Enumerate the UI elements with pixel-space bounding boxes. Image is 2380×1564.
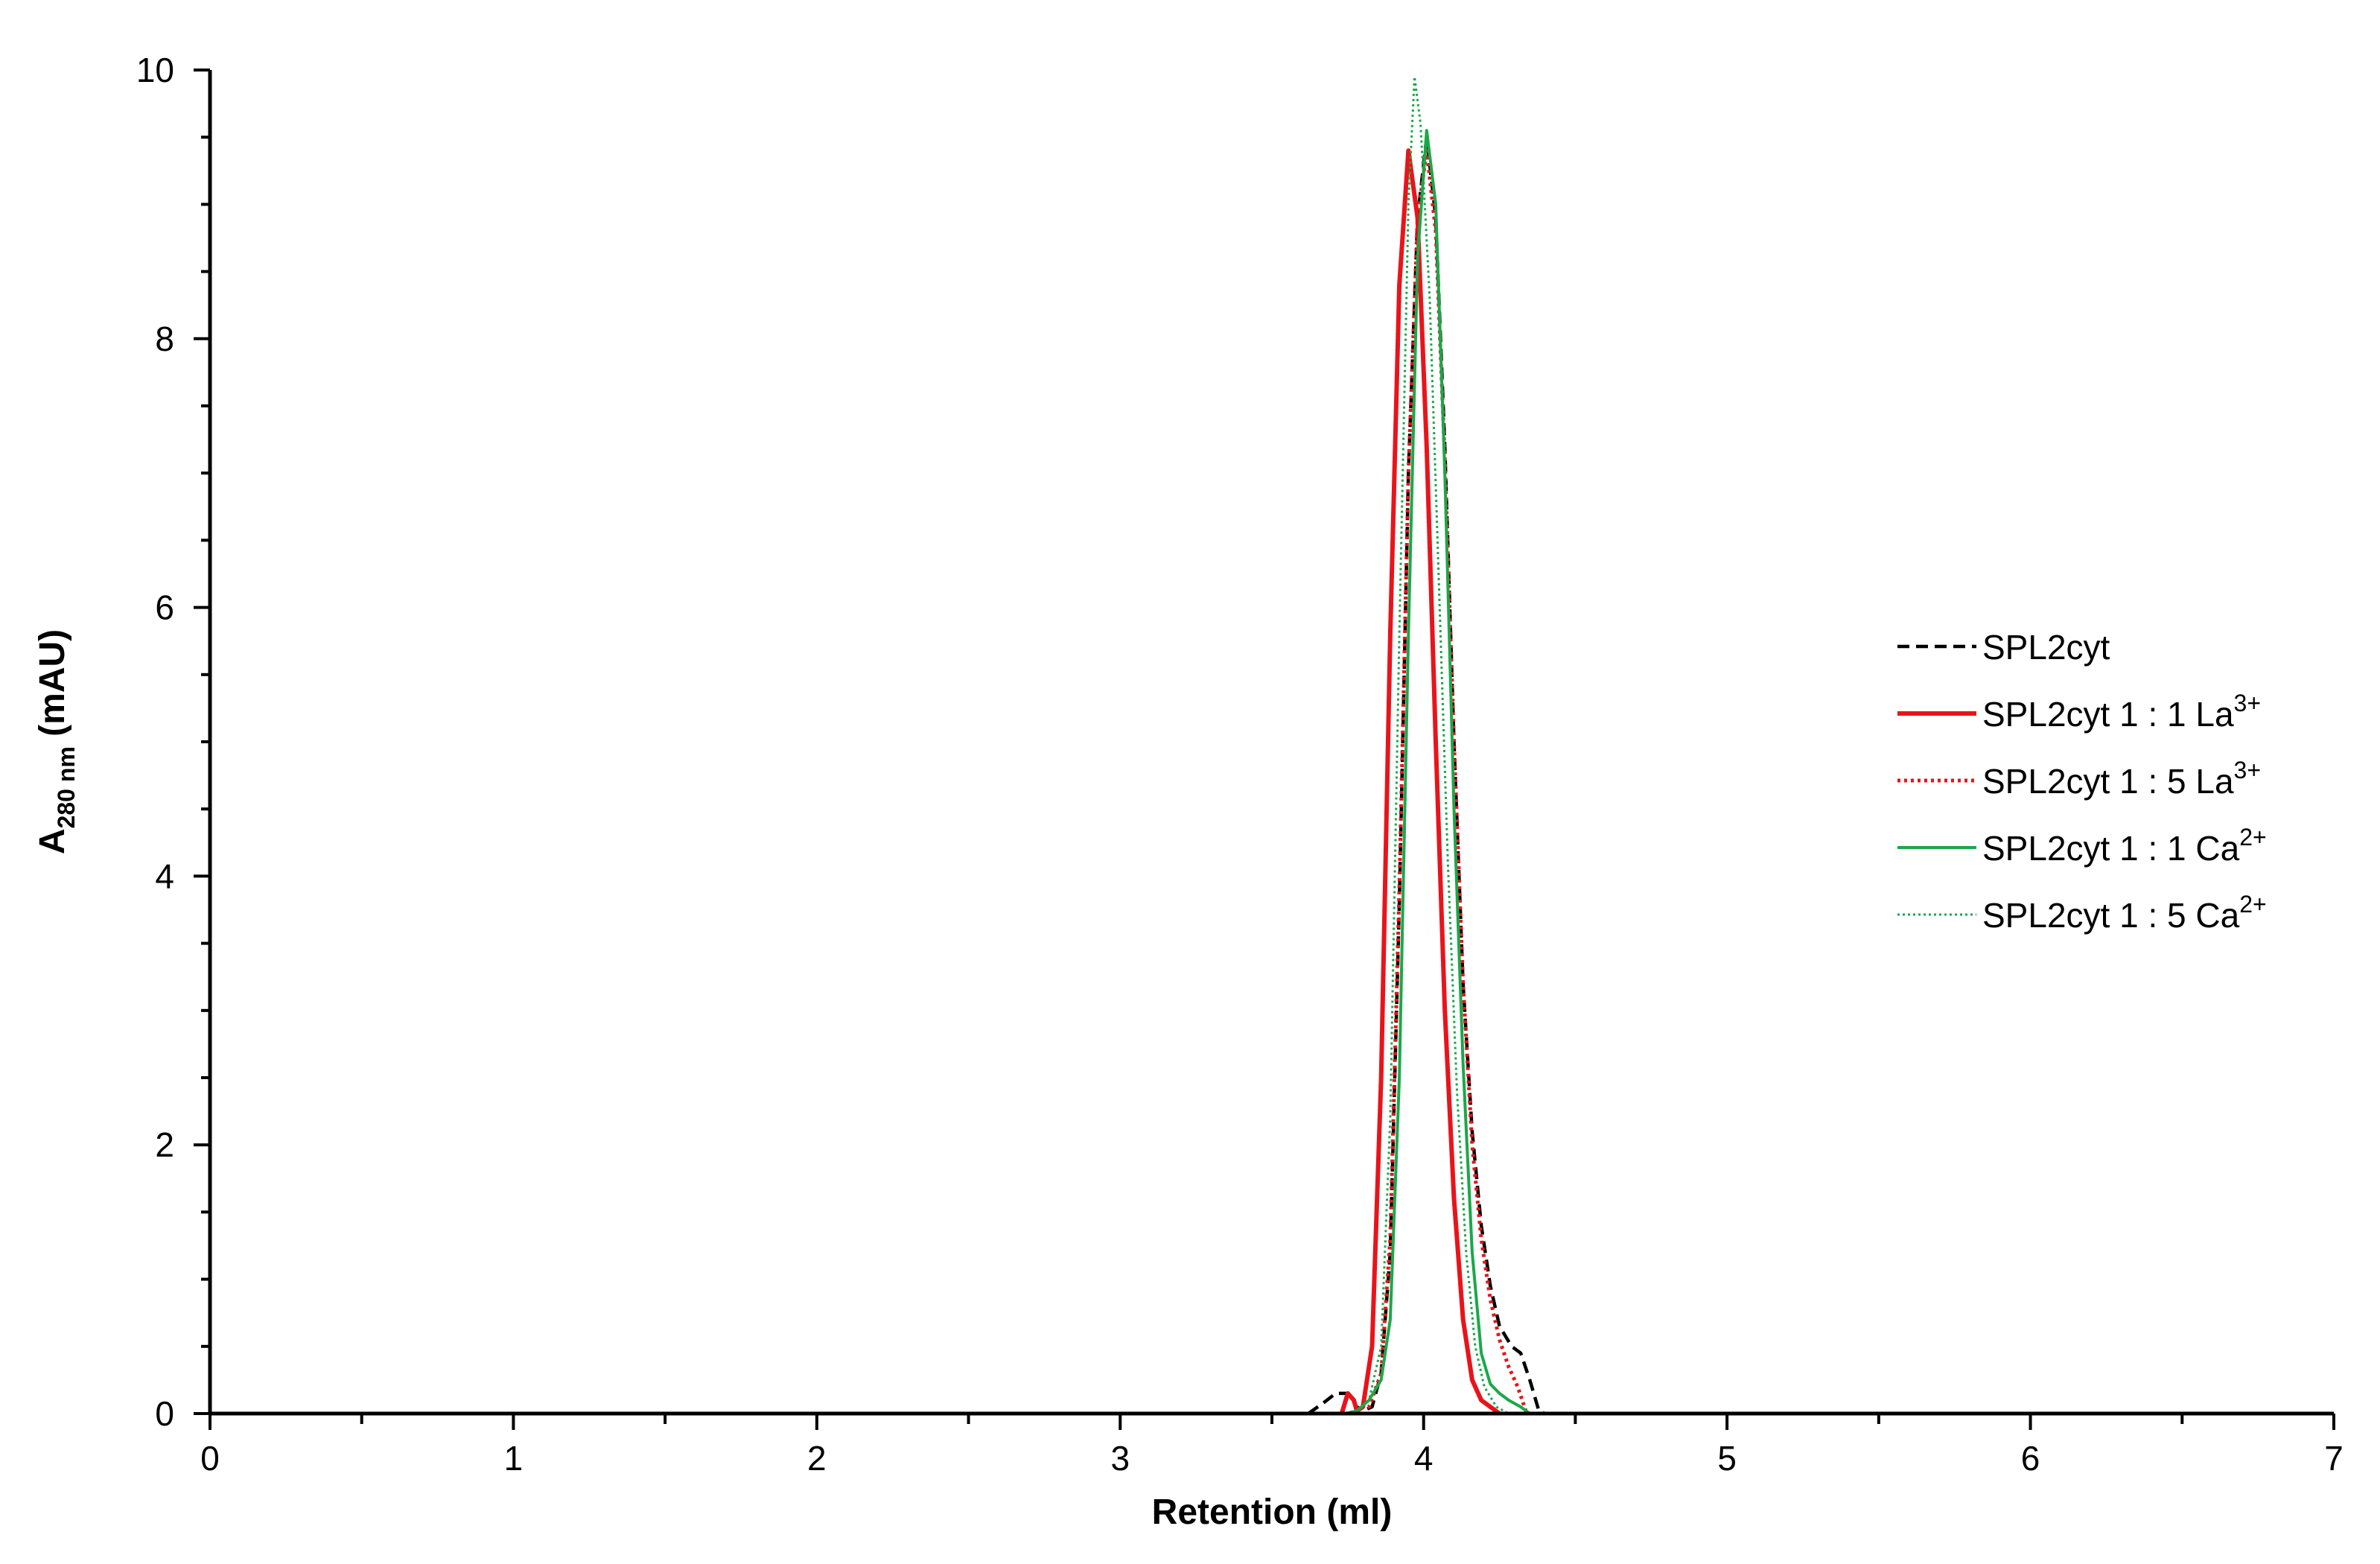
legend-label-2: SPL2cyt 1 : 1 La3+ [1982,690,2261,734]
y-tick-label: 4 [155,856,174,895]
x-tick-label: 4 [1414,1439,1434,1478]
series-line-2 [1339,148,1501,1416]
series-line-1 [1307,135,1546,1416]
legend-label-text: SPL2cyt 1 : 1 Ca [1982,829,2240,868]
y-tick-label: 6 [155,588,174,627]
legend-label-text: SPL2cyt 1 : 1 La [1982,695,2234,734]
y-tick-label: 10 [136,51,174,89]
y-tick-label: 8 [155,320,174,358]
legend-label-text: SPL2cyt 1 : 5 Ca [1982,896,2240,935]
x-tick-label: 3 [1110,1439,1130,1478]
legend-label-superscript: 2+ [2239,824,2266,851]
y-axis-title-main: A [33,828,72,854]
legend-label-superscript: 2+ [2239,891,2266,918]
legend-label-superscript: 3+ [2234,690,2261,716]
x-axis-title: Retention (ml) [1152,1493,1393,1532]
y-tick-label: 0 [155,1394,174,1433]
legend-label-5: SPL2cyt 1 : 5 Ca2+ [1982,891,2267,935]
legend-label-1: SPL2cyt [1982,628,2110,667]
y-axis-title-subscript: 280 nm [53,746,80,828]
legend-label-superscript: 3+ [2234,757,2261,783]
legend-label-text: SPL2cyt [1982,628,2110,667]
x-tick-label: 0 [200,1439,220,1478]
y-tick-label: 2 [155,1125,174,1164]
x-tick-label: 1 [504,1439,524,1478]
series-layer [1307,75,1546,1416]
x-tick-label: 6 [2021,1439,2040,1478]
x-tick-label: 5 [1717,1439,1737,1478]
legend-label-text: SPL2cyt 1 : 5 La [1982,762,2234,801]
y-axis-title-unit: (mAU) [33,629,72,746]
series-line-5 [1344,75,1509,1415]
legend-label-3: SPL2cyt 1 : 5 La3+ [1982,757,2261,801]
y-axis-title: A280 nm (mAU) [33,629,80,854]
series-line-4 [1344,129,1531,1415]
x-tick-label: 2 [807,1439,827,1478]
legend-label-4: SPL2cyt 1 : 1 Ca2+ [1982,824,2267,868]
axes-layer: 0 1 2 3 4 5 6 7 0 2 4 6 8 10 [136,51,2344,1478]
x-tick-label: 7 [2324,1439,2344,1478]
